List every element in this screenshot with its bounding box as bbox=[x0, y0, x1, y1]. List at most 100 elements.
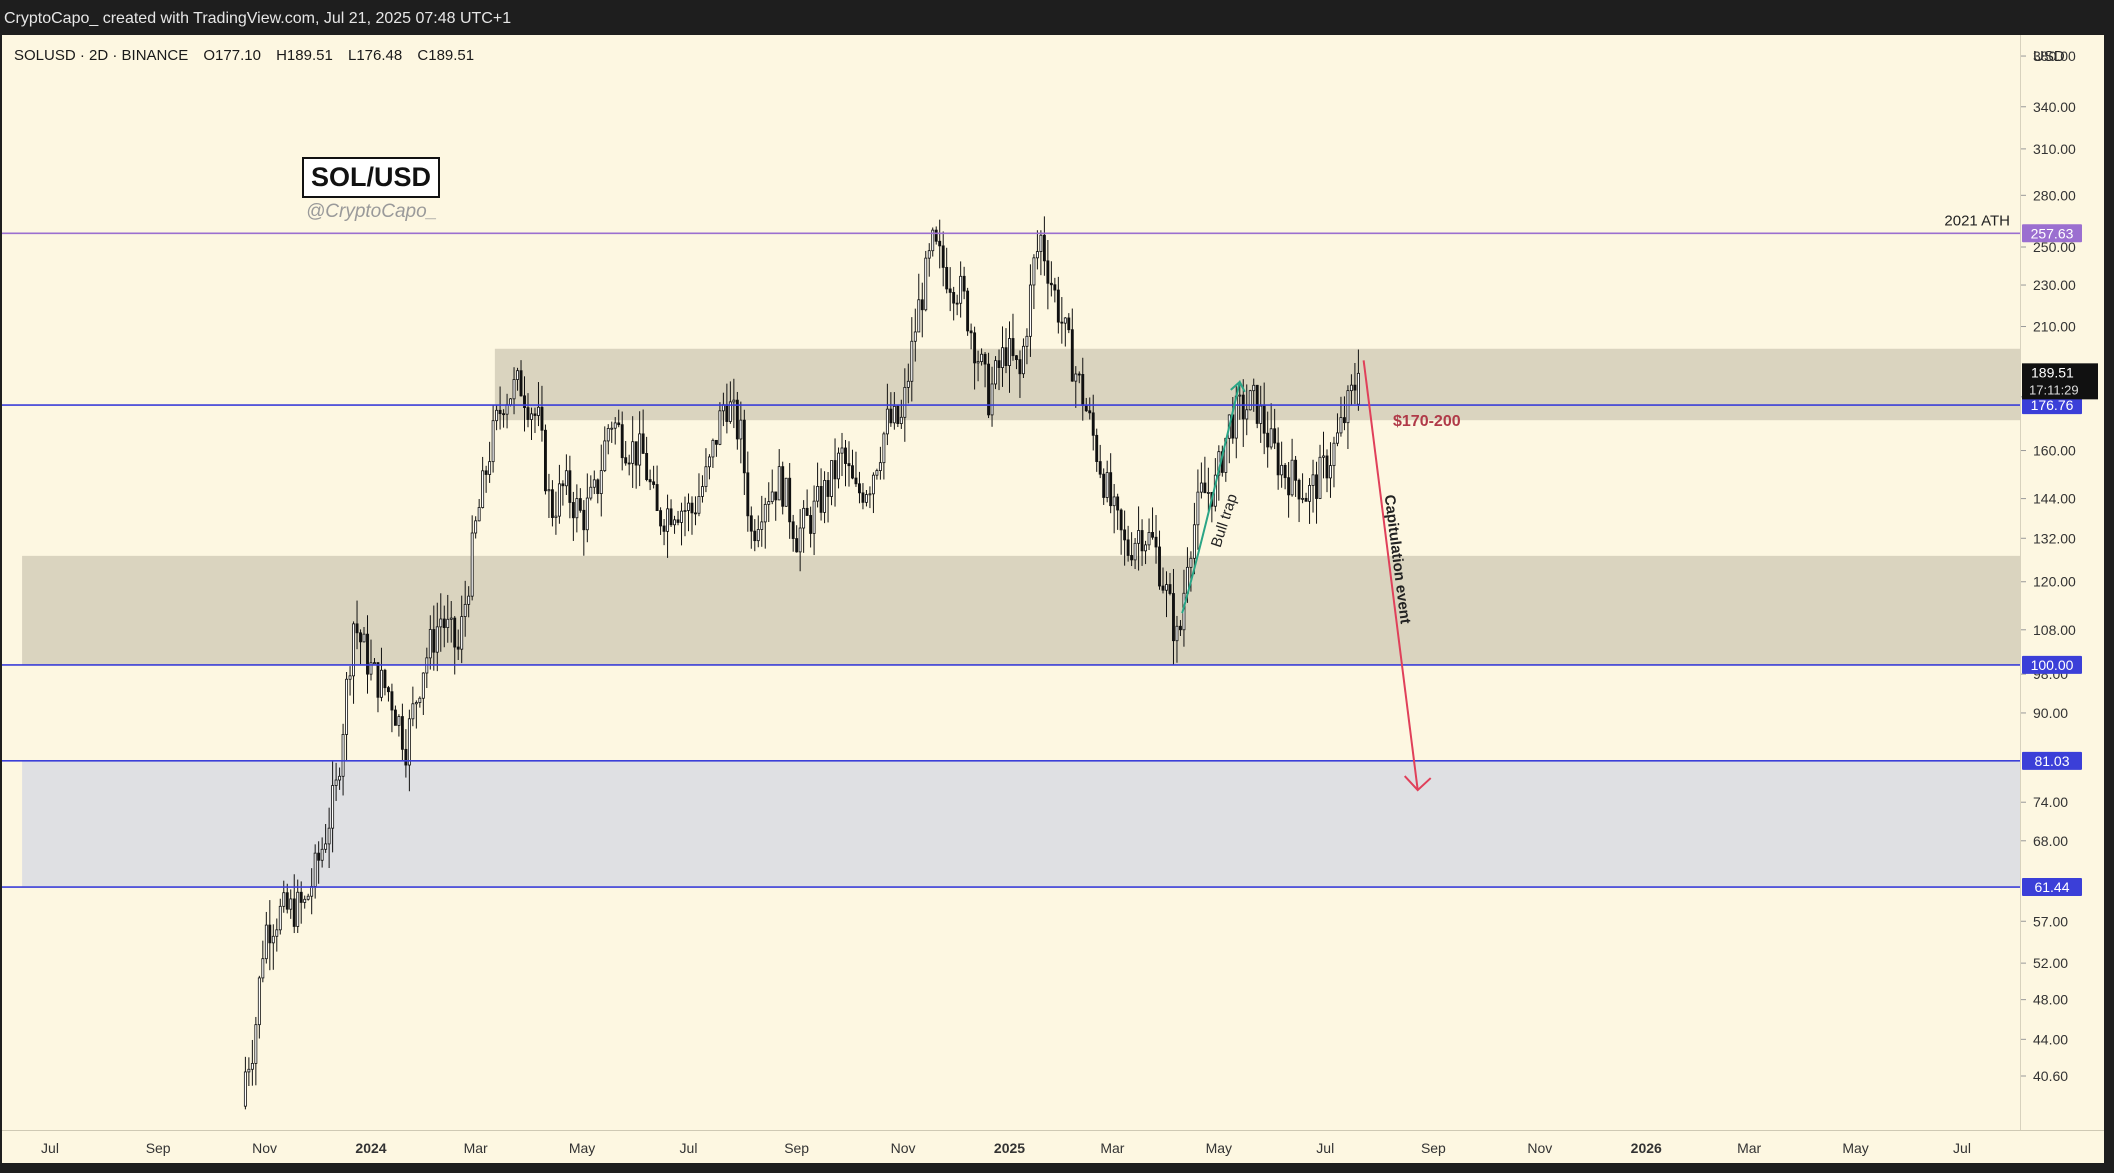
candle bbox=[380, 647, 383, 702]
zones-layer bbox=[22, 348, 2020, 888]
candle bbox=[1001, 326, 1004, 387]
candle bbox=[557, 464, 561, 524]
candle bbox=[488, 441, 492, 483]
time-axis[interactable]: Jul Sep Nov 2024 Mar May Jul Sep Nov 2025 Mar May Ju… bbox=[2, 1130, 2104, 1164]
candle bbox=[952, 286, 956, 321]
candle-body bbox=[432, 629, 436, 653]
candle bbox=[1346, 385, 1350, 449]
candle-body bbox=[941, 245, 945, 268]
candle bbox=[767, 482, 771, 523]
candle-body bbox=[348, 675, 352, 680]
candle bbox=[847, 441, 851, 487]
candle-body bbox=[676, 519, 680, 523]
price-tick-label: 90.00 bbox=[2033, 705, 2068, 721]
candle bbox=[1133, 537, 1137, 570]
candle-body bbox=[505, 404, 509, 415]
candle bbox=[1266, 411, 1270, 468]
candle-body bbox=[355, 623, 359, 634]
candle-body bbox=[1346, 390, 1350, 424]
candle bbox=[631, 416, 635, 488]
candle bbox=[341, 723, 345, 796]
price-badge-61.44: 61.44 bbox=[2022, 878, 2082, 897]
candle-body bbox=[1280, 464, 1284, 476]
candle bbox=[1008, 321, 1011, 393]
candle bbox=[463, 580, 467, 637]
candle-body bbox=[547, 489, 551, 492]
candle-body bbox=[1046, 260, 1050, 284]
candle-body bbox=[418, 697, 422, 703]
candle bbox=[554, 491, 558, 535]
candle-body bbox=[498, 409, 502, 415]
candle bbox=[1091, 394, 1095, 451]
candle bbox=[624, 441, 628, 466]
candle-body bbox=[1077, 373, 1081, 376]
candle-body bbox=[669, 508, 673, 526]
candle-body bbox=[983, 353, 987, 365]
candle bbox=[366, 615, 369, 694]
candle bbox=[327, 807, 331, 869]
candle-body bbox=[798, 527, 802, 553]
candle-body bbox=[303, 898, 307, 903]
candle-body bbox=[1287, 477, 1291, 496]
candle-body bbox=[781, 466, 785, 507]
candle-body bbox=[777, 466, 781, 501]
candle-body bbox=[610, 427, 614, 430]
candle-body bbox=[275, 929, 279, 937]
candle-body bbox=[439, 618, 443, 628]
candle-body bbox=[1189, 557, 1193, 568]
candle bbox=[578, 488, 582, 513]
candle bbox=[331, 760, 335, 853]
candle-body bbox=[634, 441, 638, 466]
candle bbox=[641, 409, 645, 454]
candle bbox=[791, 514, 795, 552]
candle bbox=[962, 266, 966, 300]
candle-body bbox=[906, 380, 910, 388]
candle-body bbox=[1126, 539, 1130, 556]
candle bbox=[1147, 518, 1151, 551]
time-tick-May: May bbox=[1842, 1140, 1868, 1156]
candle bbox=[920, 282, 924, 338]
candle bbox=[1063, 317, 1067, 347]
watermark-handle: @CryptoCapo_ bbox=[306, 201, 438, 222]
candle-body bbox=[1339, 417, 1343, 434]
capitulation-arrow bbox=[1362, 360, 1419, 791]
price-axis-scale: USD 40.60 44.00 48.00 52.00 57.00 68.00 74.00 9… bbox=[2021, 48, 2098, 1084]
candle bbox=[1308, 478, 1311, 524]
candle bbox=[1322, 431, 1325, 479]
candle-body bbox=[474, 520, 478, 534]
candle-body bbox=[1060, 321, 1064, 324]
candle-body bbox=[1238, 394, 1242, 397]
candle bbox=[987, 352, 991, 419]
candle bbox=[1203, 456, 1207, 494]
zone-1 bbox=[22, 555, 2020, 665]
price-badge-text: 257.63 bbox=[2031, 225, 2074, 241]
candle bbox=[1004, 328, 1008, 374]
price-tick-label: 108.00 bbox=[2033, 622, 2076, 638]
candle-body bbox=[1322, 455, 1325, 458]
candle-body bbox=[1032, 257, 1036, 286]
price-axis[interactable]: USD 40.60 44.00 48.00 52.00 57.00 68.00 74.00 9… bbox=[2020, 35, 2105, 1130]
candle bbox=[1301, 473, 1305, 504]
time-tick-Sep: Sep bbox=[146, 1140, 171, 1156]
chart-area[interactable]: 2021 ATH $170-200 Bull trap Capitulation e… bbox=[2, 35, 2020, 1130]
candle-body bbox=[254, 1024, 258, 1064]
candle bbox=[819, 468, 823, 521]
candle bbox=[606, 424, 610, 455]
candle-body bbox=[414, 702, 418, 705]
candle-body bbox=[1021, 345, 1025, 375]
candle-body bbox=[578, 498, 582, 511]
candle bbox=[746, 451, 750, 532]
candle bbox=[303, 895, 307, 909]
candle-body bbox=[980, 353, 984, 362]
candle-body bbox=[1025, 335, 1029, 347]
candle-body bbox=[690, 502, 694, 514]
candle bbox=[697, 473, 701, 517]
candle-body bbox=[373, 662, 376, 665]
candle-body bbox=[802, 507, 806, 529]
candle-body bbox=[1074, 373, 1078, 382]
candle-body bbox=[1301, 497, 1305, 500]
candle-body bbox=[516, 370, 519, 380]
candle bbox=[662, 518, 666, 546]
candle-body bbox=[858, 483, 861, 494]
symbol-label[interactable]: SOLUSD · 2D · BINANCE bbox=[14, 47, 189, 64]
